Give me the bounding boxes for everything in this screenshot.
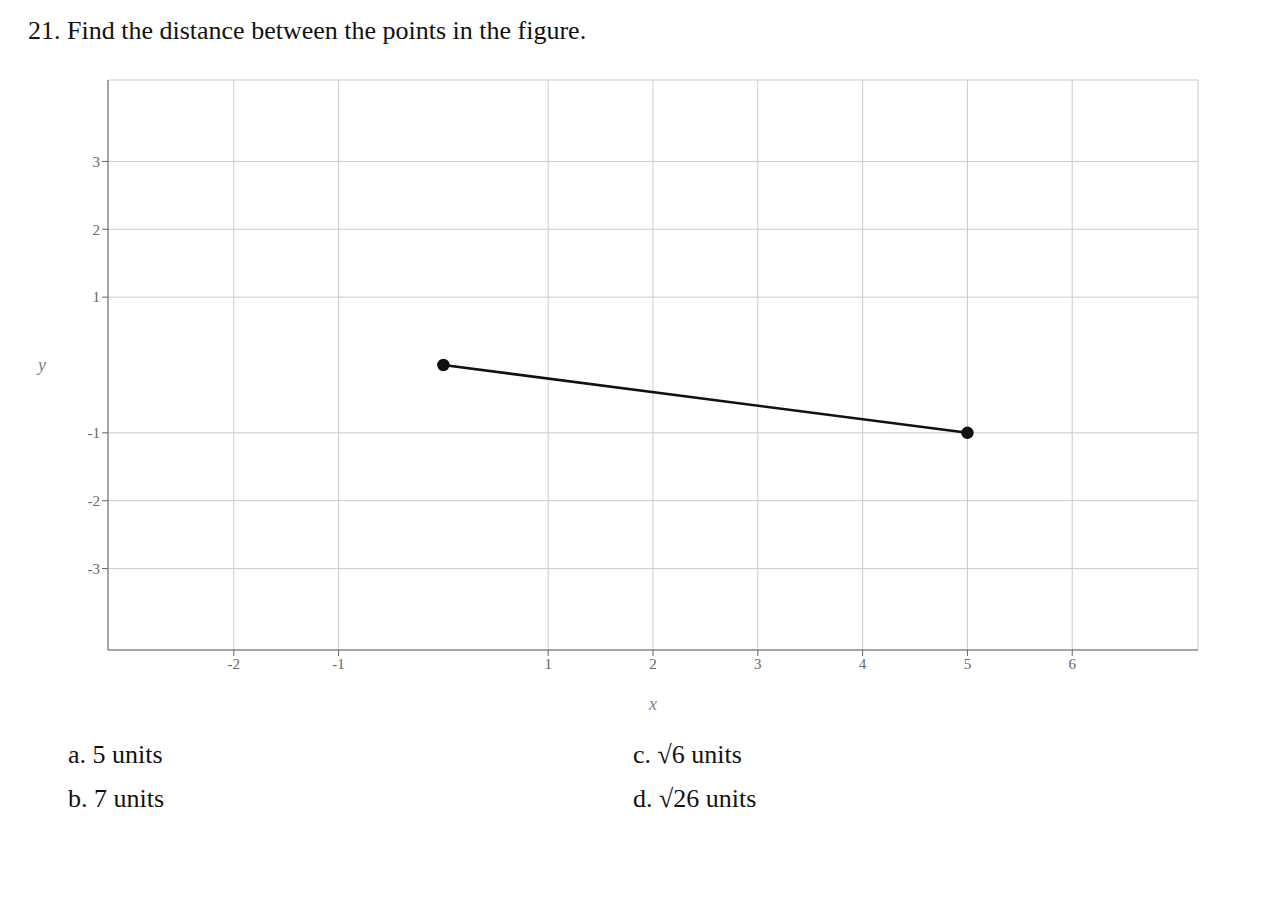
svg-text:2: 2 [649,656,657,672]
svg-text:5: 5 [964,656,972,672]
svg-text:-3: -3 [88,561,101,577]
svg-text:y: y [36,355,46,375]
svg-text:3: 3 [754,656,762,672]
svg-text:-2: -2 [88,493,101,509]
svg-text:2: 2 [93,222,101,238]
svg-text:3: 3 [93,154,101,170]
svg-text:4: 4 [859,656,867,672]
html-text:c. √6 units: c. √6 units [633,740,742,769]
svg-text:1: 1 [544,656,552,672]
html-text:a. 5 units: a. 5 units [68,740,163,769]
html-text:d. √26 units: d. √26 units [633,784,757,813]
svg-text:1: 1 [93,289,101,305]
svg-text:-1: -1 [88,425,101,441]
svg-text:6: 6 [1068,656,1076,672]
svg-text:-1: -1 [332,656,345,672]
html-text:b. 7 units: b. 7 units [68,784,165,813]
svg-text:x: x [648,694,657,714]
html-text:21. Find the distance between: 21. Find the distance between the points… [28,16,587,45]
svg-text:-2: -2 [228,656,241,672]
